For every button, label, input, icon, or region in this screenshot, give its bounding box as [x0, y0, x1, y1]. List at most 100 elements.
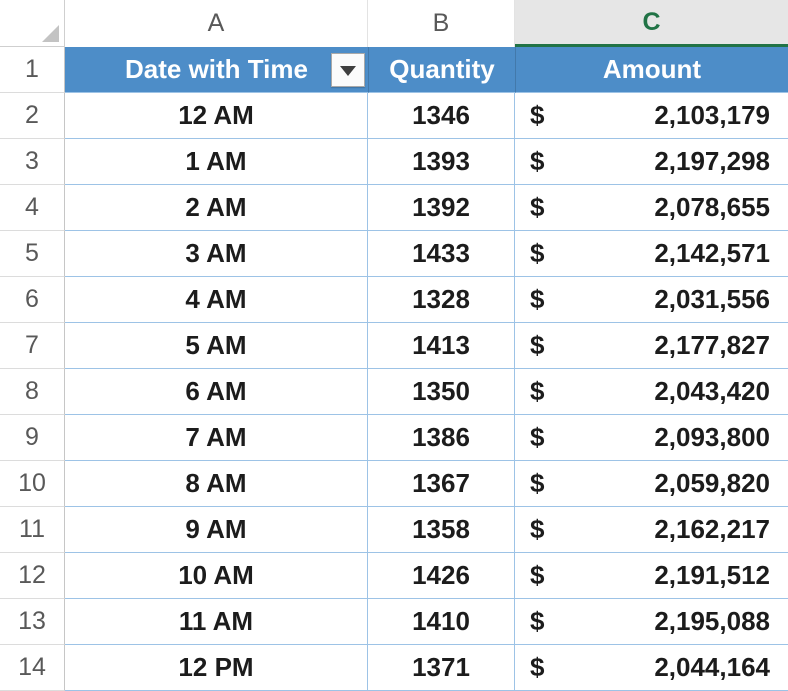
- cell-amount[interactable]: $2,195,088: [515, 599, 788, 645]
- amount-value: 2,195,088: [654, 606, 770, 636]
- row-header-12[interactable]: 12: [0, 553, 65, 599]
- header-cell-quantity[interactable]: Quantity: [368, 47, 515, 93]
- amount-value: 2,142,571: [654, 238, 770, 268]
- amount-value: 2,059,820: [654, 468, 770, 498]
- currency-symbol: $: [530, 606, 545, 636]
- table-header-row: 1 Date with Time Quantity Amount: [0, 47, 788, 93]
- row-header-13[interactable]: 13: [0, 599, 65, 645]
- cell-amount[interactable]: $2,031,556: [515, 277, 788, 323]
- header-label-date-with-time: Date with Time: [124, 54, 308, 84]
- row-header-11[interactable]: 11: [0, 507, 65, 553]
- table-row: 14 12 PM 1371 $2,044,164: [0, 645, 788, 691]
- row-header-14[interactable]: 14: [0, 645, 65, 691]
- cell-date-time[interactable]: 2 AM: [65, 185, 368, 231]
- cell-amount[interactable]: $2,142,571: [515, 231, 788, 277]
- cell-quantity[interactable]: 1367: [368, 461, 515, 507]
- select-all-triangle-icon: [42, 25, 59, 42]
- column-header-a[interactable]: A: [65, 0, 368, 47]
- currency-symbol: $: [530, 560, 545, 590]
- cell-date-time[interactable]: 3 AM: [65, 231, 368, 277]
- cell-quantity[interactable]: 1413: [368, 323, 515, 369]
- cell-amount[interactable]: $2,043,420: [515, 369, 788, 415]
- cell-date-time[interactable]: 5 AM: [65, 323, 368, 369]
- cell-quantity[interactable]: 1393: [368, 139, 515, 185]
- cell-quantity[interactable]: 1386: [368, 415, 515, 461]
- cell-amount[interactable]: $2,197,298: [515, 139, 788, 185]
- cell-amount[interactable]: $2,093,800: [515, 415, 788, 461]
- currency-symbol: $: [530, 100, 545, 130]
- currency-symbol: $: [530, 238, 545, 268]
- column-header-row: A B C: [0, 0, 788, 47]
- cell-amount[interactable]: $2,177,827: [515, 323, 788, 369]
- cell-date-time[interactable]: 12 AM: [65, 93, 368, 139]
- cell-quantity[interactable]: 1426: [368, 553, 515, 599]
- select-all-corner[interactable]: [0, 0, 65, 47]
- cell-quantity[interactable]: 1328: [368, 277, 515, 323]
- cell-date-time[interactable]: 11 AM: [65, 599, 368, 645]
- table-row: 11 9 AM 1358 $2,162,217: [0, 507, 788, 553]
- cell-date-time[interactable]: 10 AM: [65, 553, 368, 599]
- table-row: 10 8 AM 1367 $2,059,820: [0, 461, 788, 507]
- amount-value: 2,103,179: [654, 100, 770, 130]
- amount-value: 2,044,164: [654, 652, 770, 682]
- currency-symbol: $: [530, 514, 545, 544]
- cell-quantity[interactable]: 1358: [368, 507, 515, 553]
- column-header-c[interactable]: C: [515, 0, 788, 47]
- row-header-3[interactable]: 3: [0, 139, 65, 185]
- currency-symbol: $: [530, 146, 545, 176]
- cell-quantity[interactable]: 1371: [368, 645, 515, 691]
- cell-amount[interactable]: $2,059,820: [515, 461, 788, 507]
- row-header-10[interactable]: 10: [0, 461, 65, 507]
- cell-amount[interactable]: $2,191,512: [515, 553, 788, 599]
- cell-date-time[interactable]: 12 PM: [65, 645, 368, 691]
- row-header-4[interactable]: 4: [0, 185, 65, 231]
- row-header-9[interactable]: 9: [0, 415, 65, 461]
- amount-value: 2,031,556: [654, 284, 770, 314]
- cell-date-time[interactable]: 6 AM: [65, 369, 368, 415]
- table-row: 2 12 AM 1346 $2,103,179: [0, 93, 788, 139]
- amount-value: 2,093,800: [654, 422, 770, 452]
- cell-date-time[interactable]: 7 AM: [65, 415, 368, 461]
- table-row: 12 10 AM 1426 $2,191,512: [0, 553, 788, 599]
- amount-value: 2,043,420: [654, 376, 770, 406]
- cell-amount[interactable]: $2,162,217: [515, 507, 788, 553]
- cell-date-time[interactable]: 4 AM: [65, 277, 368, 323]
- cell-quantity[interactable]: 1410: [368, 599, 515, 645]
- header-cell-amount[interactable]: Amount: [515, 47, 788, 93]
- currency-symbol: $: [530, 422, 545, 452]
- amount-value: 2,177,827: [654, 330, 770, 360]
- cell-date-time[interactable]: 1 AM: [65, 139, 368, 185]
- cell-amount[interactable]: $2,078,655: [515, 185, 788, 231]
- amount-value: 2,197,298: [654, 146, 770, 176]
- header-cell-date-with-time[interactable]: Date with Time: [65, 47, 368, 93]
- filter-dropdown-button[interactable]: [331, 52, 365, 87]
- row-header-8[interactable]: 8: [0, 369, 65, 415]
- row-header-2[interactable]: 2: [0, 93, 65, 139]
- cell-quantity[interactable]: 1350: [368, 369, 515, 415]
- cell-quantity[interactable]: 1392: [368, 185, 515, 231]
- currency-symbol: $: [530, 284, 545, 314]
- currency-symbol: $: [530, 330, 545, 360]
- amount-value: 2,191,512: [654, 560, 770, 590]
- row-header-7[interactable]: 7: [0, 323, 65, 369]
- currency-symbol: $: [530, 468, 545, 498]
- cell-quantity[interactable]: 1346: [368, 93, 515, 139]
- column-header-b[interactable]: B: [368, 0, 515, 47]
- cell-amount[interactable]: $2,044,164: [515, 645, 788, 691]
- amount-value: 2,078,655: [654, 192, 770, 222]
- cell-date-time[interactable]: 8 AM: [65, 461, 368, 507]
- row-header-6[interactable]: 6: [0, 277, 65, 323]
- currency-symbol: $: [530, 192, 545, 222]
- row-header-1[interactable]: 1: [0, 47, 65, 93]
- row-header-5[interactable]: 5: [0, 231, 65, 277]
- cell-amount[interactable]: $2,103,179: [515, 93, 788, 139]
- cell-date-time[interactable]: 9 AM: [65, 507, 368, 553]
- cell-quantity[interactable]: 1433: [368, 231, 515, 277]
- amount-value: 2,162,217: [654, 514, 770, 544]
